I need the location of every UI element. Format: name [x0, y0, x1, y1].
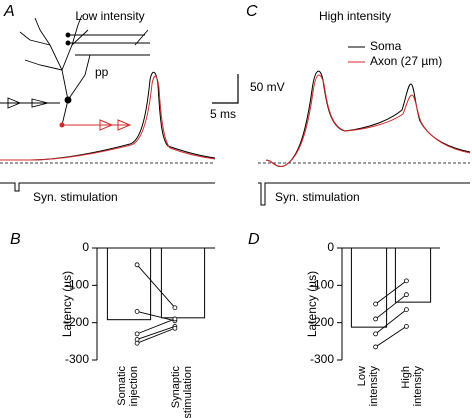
y-tick-label: -100 — [65, 278, 89, 292]
data-point — [373, 301, 379, 307]
panel-label: D — [248, 231, 260, 248]
stimulus-trace — [0, 182, 215, 192]
data-point — [373, 316, 379, 322]
y-axis-label: Latency (µs) — [60, 271, 74, 337]
panel-title: High intensity — [319, 9, 391, 23]
data-point — [172, 305, 178, 311]
scale-bar — [212, 74, 239, 104]
x-tick-label: High intensity — [400, 366, 424, 407]
legend-label: Soma — [370, 39, 402, 53]
paired-line — [375, 280, 407, 305]
voltage-trace — [0, 75, 216, 161]
panel-label: B — [10, 231, 21, 248]
panel-title: Low intensity — [75, 9, 144, 23]
panel-label: A — [3, 3, 15, 20]
voltage-trace — [265, 74, 471, 167]
data-point — [403, 323, 409, 329]
paired-line — [375, 326, 407, 348]
stimulus-trace — [258, 182, 470, 206]
x-tick-label: Low intensity — [356, 366, 380, 407]
data-point — [403, 278, 409, 284]
y-tick-label: -300 — [65, 352, 89, 366]
data-point — [134, 262, 140, 268]
x-tick-label-box: Low intensity — [356, 366, 380, 407]
x-tick-label-box: High intensity — [400, 366, 424, 407]
paired-line — [136, 327, 176, 344]
paired-line — [375, 294, 407, 320]
x-tick-label: Synaptic stimulation — [170, 366, 194, 418]
stimulus-label: Syn. stimulation — [33, 190, 118, 204]
y-tick-label: -100 — [310, 278, 334, 292]
inset-label: pp — [95, 65, 109, 79]
x-tick-group: Somatic injection — [116, 366, 140, 407]
paired-line — [136, 318, 176, 335]
voltage-trace — [0, 71, 216, 161]
x-tick-label-box: Synaptic stimulation — [170, 366, 194, 418]
bar — [394, 247, 432, 303]
axon-site — [59, 122, 65, 128]
data-point — [134, 340, 140, 346]
paired-line — [375, 309, 407, 335]
bar — [160, 247, 206, 319]
y-tick-label: -200 — [65, 315, 89, 329]
neuron-sketch — [0, 14, 150, 126]
paired-line — [136, 311, 176, 322]
data-point — [403, 307, 409, 313]
x-tick-label: Somatic injection — [116, 366, 140, 407]
scale-label: 50 mV — [250, 80, 285, 94]
y-tick-label: -300 — [310, 352, 334, 366]
scale-label: 5 ms — [210, 107, 236, 121]
y-tick-label: 0 — [327, 240, 334, 254]
y-axis-label: Latency (µs) — [305, 271, 319, 337]
y-tick-label: 0 — [82, 240, 89, 254]
data-point — [134, 331, 140, 337]
data-point — [172, 316, 178, 322]
data-point — [134, 309, 140, 314]
x-tick-label-box: Somatic injection — [116, 366, 140, 407]
data-point — [373, 344, 379, 350]
panel-label: C — [246, 3, 258, 20]
paired-line — [136, 325, 176, 340]
data-point — [373, 331, 379, 337]
x-tick-group: High intensity — [400, 366, 424, 407]
bar — [106, 247, 152, 321]
bar — [350, 247, 388, 328]
x-tick-group: Low intensity — [356, 366, 380, 407]
axon-electrode — [62, 119, 132, 131]
data-point — [172, 325, 178, 331]
stimulus-label: Syn. stimulation — [275, 190, 360, 204]
x-tick-group: Synaptic stimulation — [170, 366, 194, 418]
y-tick-label: -200 — [310, 315, 334, 329]
paired-line — [136, 264, 176, 309]
data-point — [403, 292, 409, 298]
legend-label: Axon (27 µm) — [370, 54, 442, 68]
